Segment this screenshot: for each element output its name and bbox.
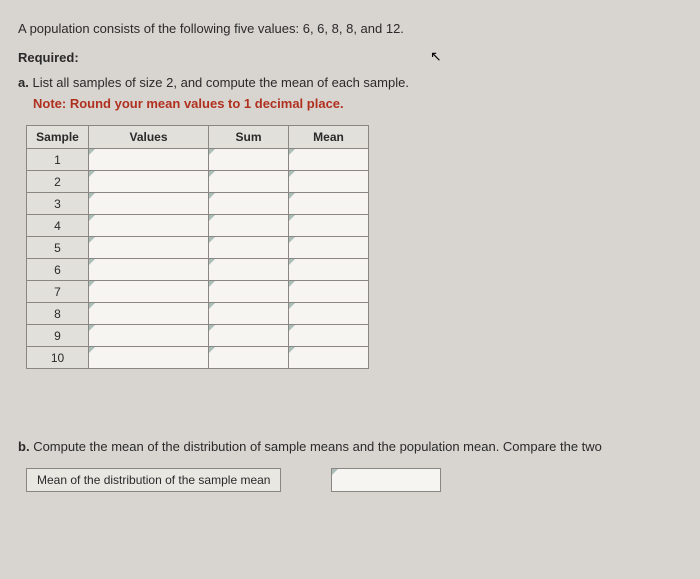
part-a-note: Note: Round your mean values to 1 decima… [33,96,682,111]
sample-number-cell: 8 [27,303,89,325]
mean-dist-label: Mean of the distribution of the sample m… [26,468,281,492]
values-input-cell[interactable] [89,303,209,325]
mean-input-cell[interactable] [289,237,369,259]
cursor-icon: ↖ [430,48,442,65]
part-b: b. Compute the mean of the distribution … [18,439,682,454]
mean-input-cell[interactable] [289,149,369,171]
sample-number-cell: 2 [27,171,89,193]
values-input-cell[interactable] [89,149,209,171]
sample-number-cell: 3 [27,193,89,215]
mean-dist-input[interactable] [331,468,441,492]
values-input-cell[interactable] [89,347,209,369]
table-row: 8 [27,303,369,325]
col-header-sample: Sample [27,126,89,149]
table-row: 4 [27,215,369,237]
table-row: 5 [27,237,369,259]
sample-number-cell: 7 [27,281,89,303]
sample-table: Sample Values Sum Mean 12345678910 [26,125,369,369]
part-a: a. List all samples of size 2, and compu… [18,75,682,90]
table-row: 6 [27,259,369,281]
sum-input-cell[interactable] [209,325,289,347]
table-row: 9 [27,325,369,347]
sum-input-cell[interactable] [209,237,289,259]
col-header-sum: Sum [209,126,289,149]
mean-input-cell[interactable] [289,303,369,325]
sum-input-cell[interactable] [209,259,289,281]
values-input-cell[interactable] [89,171,209,193]
mean-input-cell[interactable] [289,193,369,215]
table-row: 7 [27,281,369,303]
part-a-text: List all samples of size 2, and compute … [32,75,408,90]
sample-number-cell: 10 [27,347,89,369]
sample-table-body: 12345678910 [27,149,369,369]
problem-statement: A population consists of the following f… [18,20,682,38]
mean-dist-row: Mean of the distribution of the sample m… [26,468,682,492]
sample-number-cell: 6 [27,259,89,281]
table-row: 3 [27,193,369,215]
part-a-prefix: a. [18,75,29,90]
sample-number-cell: 5 [27,237,89,259]
sum-input-cell[interactable] [209,193,289,215]
table-row: 1 [27,149,369,171]
sample-number-cell: 9 [27,325,89,347]
values-input-cell[interactable] [89,193,209,215]
sum-input-cell[interactable] [209,171,289,193]
col-header-mean: Mean [289,126,369,149]
values-input-cell[interactable] [89,215,209,237]
table-row: 10 [27,347,369,369]
values-input-cell[interactable] [89,259,209,281]
sample-number-cell: 1 [27,149,89,171]
sum-input-cell[interactable] [209,281,289,303]
sample-number-cell: 4 [27,215,89,237]
sum-input-cell[interactable] [209,347,289,369]
mean-input-cell[interactable] [289,215,369,237]
col-header-values: Values [89,126,209,149]
values-input-cell[interactable] [89,237,209,259]
sum-input-cell[interactable] [209,303,289,325]
table-row: 2 [27,171,369,193]
sum-input-cell[interactable] [209,149,289,171]
mean-input-cell[interactable] [289,347,369,369]
sum-input-cell[interactable] [209,215,289,237]
part-b-prefix: b. [18,439,30,454]
mean-input-cell[interactable] [289,171,369,193]
mean-input-cell[interactable] [289,259,369,281]
mean-input-cell[interactable] [289,281,369,303]
part-b-text: Compute the mean of the distribution of … [33,439,602,454]
required-label: Required: [18,50,682,65]
values-input-cell[interactable] [89,325,209,347]
values-input-cell[interactable] [89,281,209,303]
mean-input-cell[interactable] [289,325,369,347]
sample-table-wrap: Sample Values Sum Mean 12345678910 [26,125,682,369]
